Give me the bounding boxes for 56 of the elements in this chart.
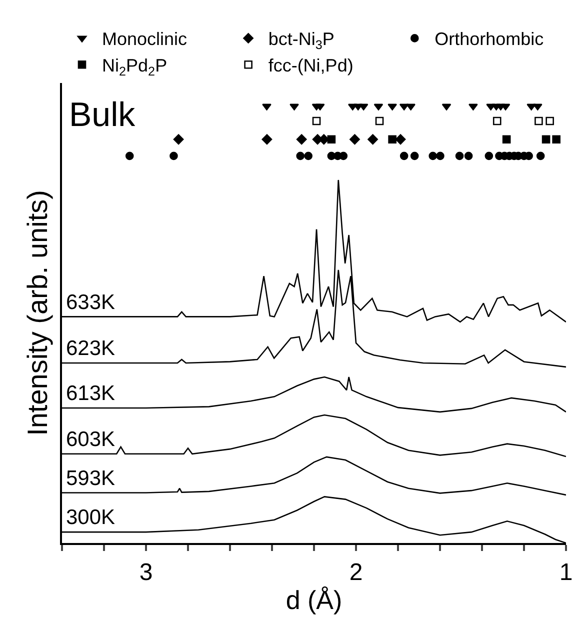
x-axis-title: d (Å) — [286, 585, 342, 615]
point — [375, 116, 384, 126]
point — [290, 104, 299, 110]
point — [125, 152, 134, 160]
point — [546, 116, 554, 126]
point — [455, 152, 464, 160]
point — [436, 152, 444, 160]
point — [395, 134, 406, 145]
point — [312, 116, 321, 126]
point — [500, 104, 510, 110]
point — [492, 116, 502, 126]
x-tick-label: 2 — [349, 558, 363, 586]
point — [468, 104, 478, 110]
x-tick-label: 1 — [559, 558, 573, 586]
point — [400, 152, 408, 160]
point — [388, 135, 396, 144]
series-label: 633K — [66, 291, 116, 314]
point — [406, 104, 416, 110]
point — [542, 135, 550, 144]
point — [388, 104, 398, 110]
point — [304, 152, 312, 160]
point — [262, 104, 272, 110]
point — [484, 152, 494, 160]
point — [296, 134, 307, 145]
point — [502, 135, 511, 144]
point — [464, 152, 473, 160]
point — [327, 135, 336, 144]
legend-label: bct-Ni$_{3}$P — [268, 29, 334, 52]
point — [262, 134, 272, 145]
point — [410, 152, 419, 160]
legend-label: Ni$_{2}$Pd$_{2}$P — [102, 56, 168, 78]
annotation: Bulk — [69, 96, 136, 134]
point — [368, 134, 378, 145]
series-label: 593K — [66, 467, 116, 490]
legend-label: fcc-(Ni,Pd) — [268, 56, 354, 76]
point — [315, 104, 325, 110]
point — [170, 152, 178, 160]
point — [296, 152, 304, 160]
legend-label: Orthorhombic — [434, 29, 544, 50]
series-label: 300K — [66, 506, 116, 529]
point — [532, 104, 542, 110]
point — [358, 104, 368, 110]
point — [534, 116, 543, 126]
point — [552, 135, 560, 144]
y-axis-title: Intensity (arb. units) — [22, 190, 54, 436]
legend-label: Monoclinic — [102, 29, 188, 50]
point — [350, 134, 360, 145]
point — [442, 104, 452, 110]
x-tick-label: 3 — [139, 558, 153, 586]
point — [374, 104, 384, 110]
point — [428, 152, 438, 160]
series-label: 603K — [66, 428, 116, 451]
series-label: 623K — [66, 337, 116, 360]
point — [173, 134, 184, 145]
series-label: 613K — [66, 382, 116, 405]
point — [536, 152, 545, 160]
